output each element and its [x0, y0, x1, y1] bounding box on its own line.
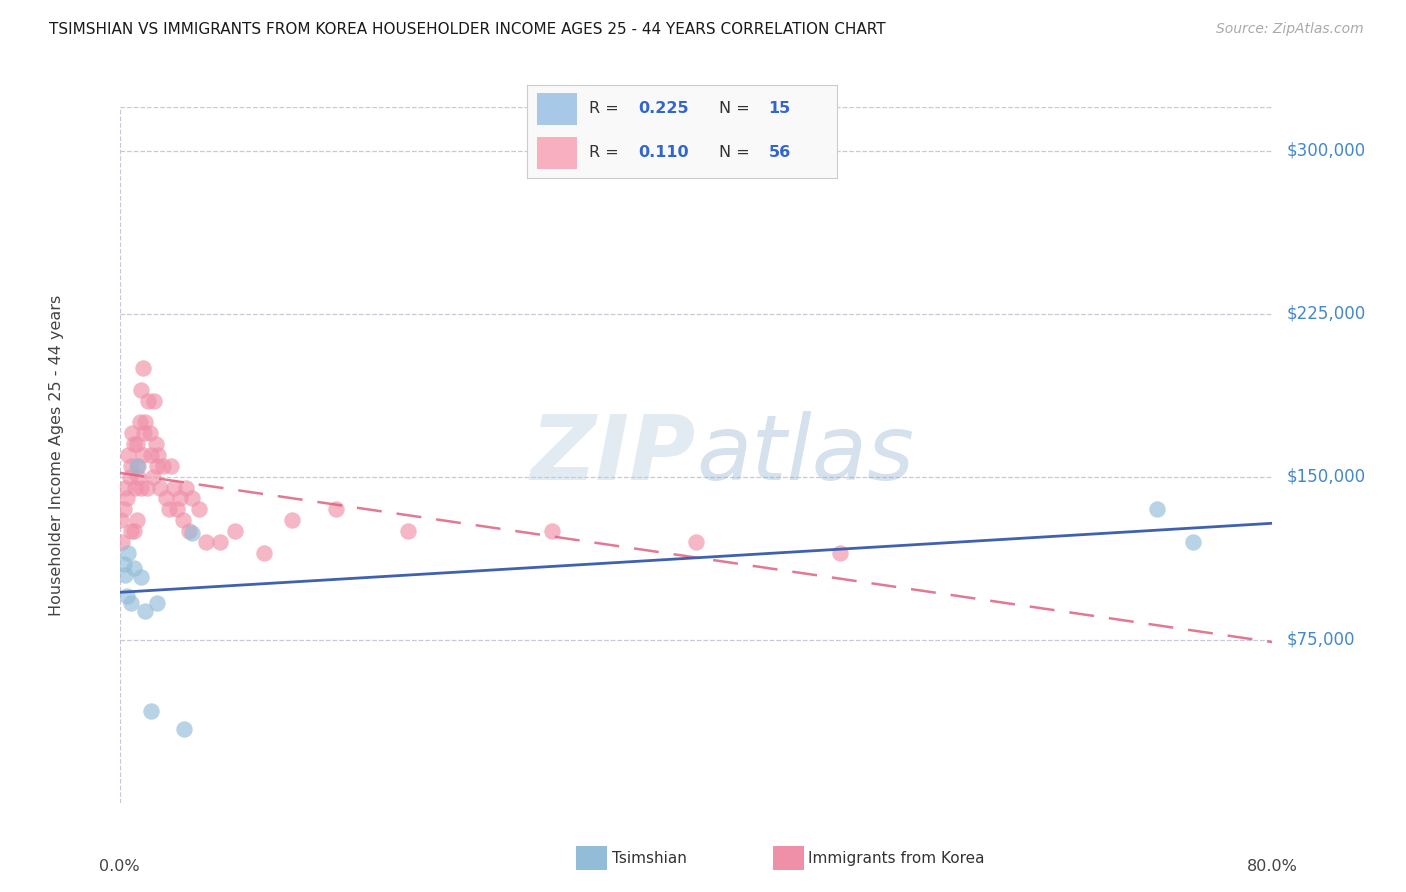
Point — [177, 524, 200, 538]
Point — [828, 546, 851, 560]
Point — [125, 437, 148, 451]
Text: N =: N = — [718, 145, 755, 161]
Point — [180, 491, 202, 506]
Point — [169, 491, 191, 506]
Point — [122, 524, 145, 538]
Point — [146, 458, 169, 473]
Point — [142, 469, 165, 483]
Point — [139, 426, 162, 441]
Point — [396, 524, 419, 538]
Point — [146, 596, 169, 610]
Point — [143, 393, 166, 408]
Point — [128, 415, 150, 429]
Point — [117, 448, 139, 462]
Point — [120, 596, 142, 610]
Text: 0.0%: 0.0% — [100, 859, 139, 874]
Point — [117, 546, 139, 560]
Text: $300,000: $300,000 — [1286, 142, 1367, 160]
Bar — [537, 93, 576, 125]
Text: 0.110: 0.110 — [638, 145, 689, 161]
Text: $225,000: $225,000 — [1286, 304, 1367, 323]
Text: 56: 56 — [769, 145, 790, 161]
Point — [112, 557, 135, 571]
Text: R =: R = — [589, 145, 628, 161]
Point — [122, 561, 145, 575]
Text: $75,000: $75,000 — [1286, 631, 1355, 648]
Point — [194, 535, 217, 549]
Point — [120, 524, 142, 538]
Point — [1146, 502, 1168, 516]
Point — [155, 491, 177, 506]
Point — [120, 458, 142, 473]
Point — [134, 605, 156, 619]
Text: 15: 15 — [769, 101, 790, 116]
Point — [127, 458, 149, 473]
Point — [118, 469, 141, 483]
Point — [129, 570, 152, 584]
Point — [141, 448, 163, 462]
Text: 0.225: 0.225 — [638, 101, 689, 116]
Text: TSIMSHIAN VS IMMIGRANTS FROM KOREA HOUSEHOLDER INCOME AGES 25 - 44 YEARS CORRELA: TSIMSHIAN VS IMMIGRANTS FROM KOREA HOUSE… — [49, 22, 886, 37]
Point — [114, 481, 136, 495]
Point — [173, 722, 195, 736]
Text: Tsimshian: Tsimshian — [612, 852, 686, 866]
Point — [166, 502, 188, 516]
Point — [121, 426, 143, 441]
Point — [160, 458, 183, 473]
Point — [134, 415, 156, 429]
Point — [187, 502, 209, 516]
Point — [540, 524, 562, 538]
Point — [135, 481, 157, 495]
Point — [152, 458, 174, 473]
Point — [141, 705, 163, 719]
Point — [163, 481, 186, 495]
Point — [685, 535, 707, 549]
Point — [174, 481, 197, 495]
Point — [129, 481, 152, 495]
Text: $150,000: $150,000 — [1286, 467, 1367, 485]
Point — [148, 448, 170, 462]
Point — [172, 513, 194, 527]
Text: 80.0%: 80.0% — [1247, 859, 1298, 874]
Point — [224, 524, 246, 538]
Point — [124, 481, 146, 495]
Point — [125, 458, 148, 473]
Point — [253, 546, 276, 560]
Text: R =: R = — [589, 101, 624, 116]
Point — [132, 426, 155, 441]
Point — [111, 535, 134, 549]
Point — [112, 502, 135, 516]
Text: N =: N = — [718, 101, 755, 116]
Point — [149, 481, 172, 495]
Point — [129, 383, 152, 397]
Point — [180, 526, 202, 541]
Point — [115, 491, 138, 506]
Text: ZIP: ZIP — [530, 411, 696, 499]
Bar — [537, 137, 576, 169]
Point — [115, 589, 138, 603]
Point — [122, 437, 145, 451]
Text: Householder Income Ages 25 - 44 years: Householder Income Ages 25 - 44 years — [49, 294, 63, 615]
Text: Source: ZipAtlas.com: Source: ZipAtlas.com — [1216, 22, 1364, 37]
Text: atlas: atlas — [696, 411, 914, 499]
Text: Immigrants from Korea: Immigrants from Korea — [808, 852, 986, 866]
Point — [157, 502, 180, 516]
Point — [131, 448, 153, 462]
Point — [110, 513, 132, 527]
Point — [209, 535, 232, 549]
Point — [127, 469, 149, 483]
Point — [325, 502, 347, 516]
Point — [114, 567, 136, 582]
Point — [138, 393, 160, 408]
Point — [131, 361, 153, 376]
Point — [1182, 535, 1205, 549]
Point — [281, 513, 304, 527]
Point — [145, 437, 167, 451]
Point — [125, 513, 148, 527]
